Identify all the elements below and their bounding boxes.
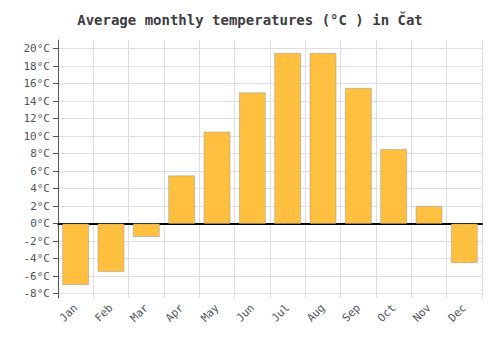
svg-text:14°C: 14°C [24, 95, 51, 108]
svg-text:-2°C: -2°C [24, 235, 51, 248]
svg-text:2°C: 2°C [30, 200, 50, 213]
svg-text:Jan: Jan [57, 301, 80, 324]
svg-text:18°C: 18°C [24, 60, 51, 73]
svg-text:-6°C: -6°C [24, 270, 51, 283]
svg-text:16°C: 16°C [24, 77, 51, 90]
svg-text:6°C: 6°C [30, 165, 50, 178]
svg-text:May: May [198, 301, 221, 324]
svg-text:Apr: Apr [163, 301, 186, 324]
svg-text:Oct: Oct [375, 301, 398, 324]
svg-text:-4°C: -4°C [24, 252, 51, 265]
svg-text:Jul: Jul [269, 301, 292, 324]
svg-text:Feb: Feb [92, 301, 115, 324]
svg-text:4°C: 4°C [30, 182, 50, 195]
svg-text:Nov: Nov [410, 301, 433, 324]
svg-text:-8°C: -8°C [24, 287, 51, 300]
svg-text:Sep: Sep [340, 301, 363, 324]
svg-text:8°C: 8°C [30, 147, 50, 160]
svg-text:Jun: Jun [234, 301, 257, 324]
svg-text:20°C: 20°C [24, 42, 51, 55]
svg-text:10°C: 10°C [24, 130, 51, 143]
svg-text:Mar: Mar [128, 301, 151, 324]
svg-text:Dec: Dec [446, 301, 469, 324]
svg-text:Aug: Aug [304, 301, 327, 324]
svg-text:12°C: 12°C [24, 112, 51, 125]
svg-text:0°C: 0°C [30, 217, 50, 230]
svg-text:Average monthly temperatures (: Average monthly temperatures (°C ) in Ča… [77, 11, 423, 28]
